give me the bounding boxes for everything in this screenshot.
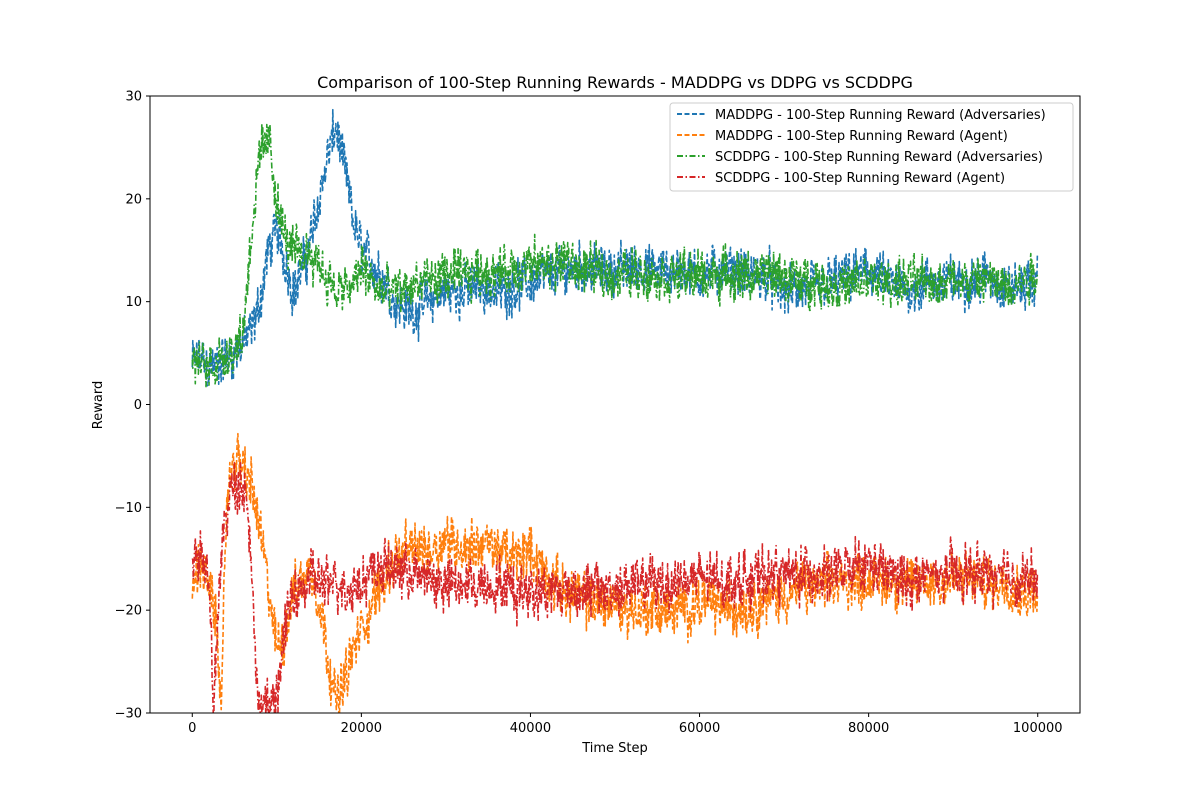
y-axis: −30 −20 −10 0 10 20 30 xyxy=(115,90,150,722)
x-tick-label: 80000 xyxy=(848,721,889,736)
y-tick-label: 10 xyxy=(125,295,142,310)
y-tick-label: 30 xyxy=(125,90,142,105)
y-axis-label: Reward xyxy=(91,381,106,429)
y-tick-label: −20 xyxy=(115,604,142,619)
series-line xyxy=(191,461,1039,713)
x-tick-label: 100000 xyxy=(1013,721,1063,736)
x-tick-label: 60000 xyxy=(679,721,720,736)
y-tick-label: 0 xyxy=(134,398,142,413)
legend-label: SCDDPG - 100-Step Running Reward (Advers… xyxy=(715,150,1043,165)
x-axis: 0 20000 40000 60000 80000 100000 xyxy=(188,713,1063,736)
x-tick-label: 20000 xyxy=(341,721,382,736)
series-line xyxy=(191,122,1039,388)
x-axis-label: Time Step xyxy=(581,741,648,756)
legend-label: MADDPG - 100-Step Running Reward (Agent) xyxy=(715,129,1008,144)
y-tick-label: −30 xyxy=(115,707,142,722)
y-tick-label: −10 xyxy=(115,501,142,516)
legend: MADDPG - 100-Step Running Reward (Advers… xyxy=(669,102,1074,192)
legend-box xyxy=(669,102,1074,192)
x-tick-label: 0 xyxy=(188,721,196,736)
chart-title: Comparison of 100-Step Running Rewards -… xyxy=(317,73,913,92)
series-group xyxy=(191,108,1039,713)
y-tick-label: 20 xyxy=(125,192,142,207)
legend-label: SCDDPG - 100-Step Running Reward (Agent) xyxy=(715,171,1005,186)
legend-label: MADDPG - 100-Step Running Reward (Advers… xyxy=(715,108,1046,123)
x-tick-label: 40000 xyxy=(510,721,551,736)
